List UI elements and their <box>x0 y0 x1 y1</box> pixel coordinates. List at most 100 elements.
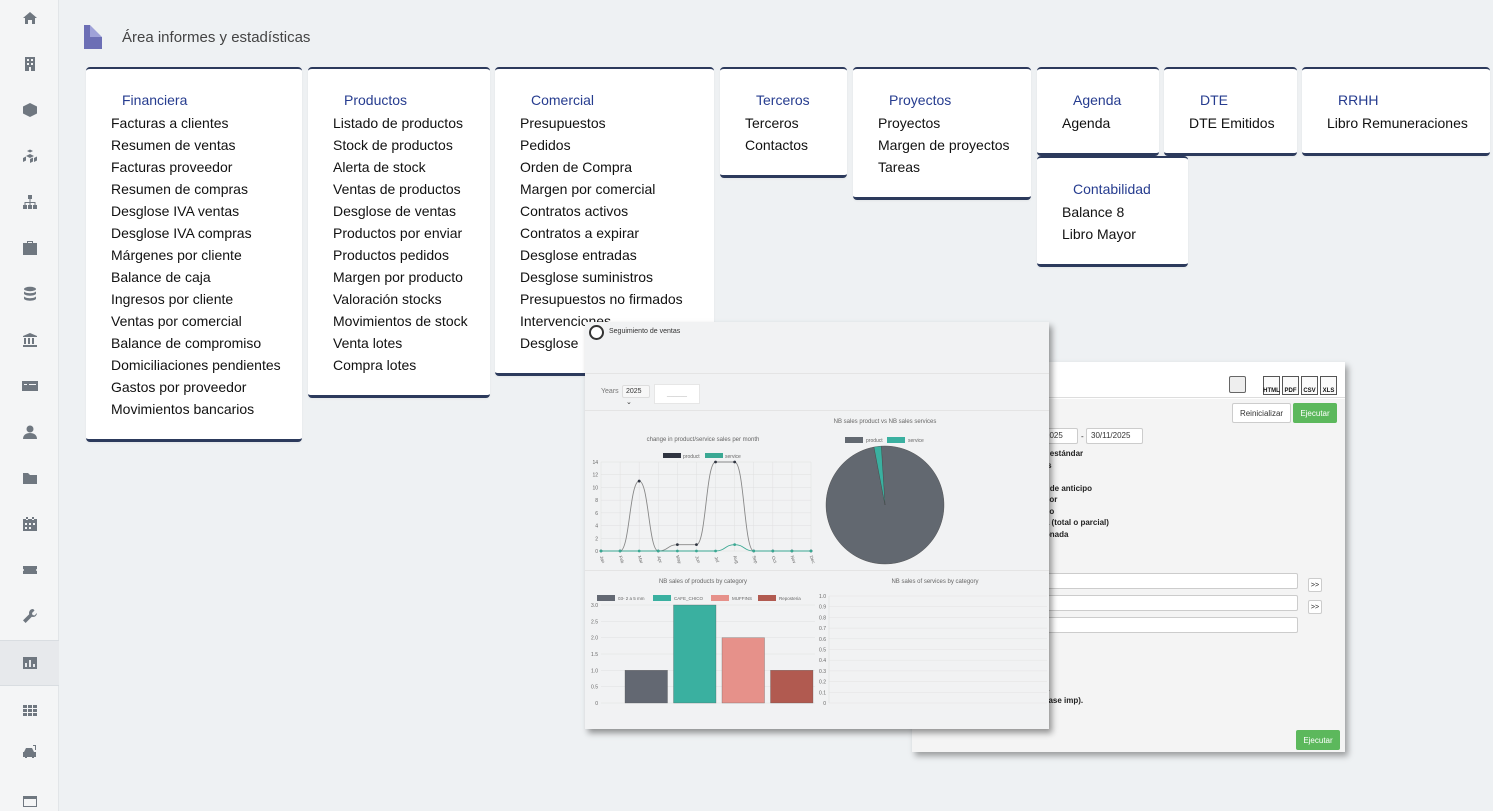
legend-swatch <box>663 453 681 458</box>
folder-icon[interactable] <box>0 455 59 501</box>
menu-link-financiera[interactable]: Desglose IVA ventas <box>111 203 240 219</box>
reset-button[interactable]: Reinicializar <box>1232 403 1291 423</box>
menu-link-contabilidad[interactable]: Libro Mayor <box>1062 226 1136 242</box>
data-point <box>675 549 679 553</box>
database-icon[interactable] <box>0 271 59 317</box>
filter-input-2[interactable] <box>1040 595 1298 611</box>
menu-link-financiera[interactable]: Domiciliaciones pendientes <box>111 357 281 373</box>
menu-link-productos[interactable]: Ventas de productos <box>333 181 461 197</box>
cubes-icon[interactable] <box>0 133 59 179</box>
menu-link-productos[interactable]: Margen por producto <box>333 269 463 285</box>
y-tick-label: 2 <box>595 536 598 542</box>
more-button-1[interactable]: >> <box>1308 578 1322 592</box>
menu-link-comercial[interactable]: Presupuestos no firmados <box>520 291 683 307</box>
option-label[interactable]: da (total o parcial) <box>1040 518 1109 527</box>
menu-link-financiera[interactable]: Resumen de ventas <box>111 137 236 153</box>
window-icon[interactable] <box>0 778 59 811</box>
user-icon[interactable] <box>0 409 59 455</box>
menu-link-comercial[interactable]: Contratos a expirar <box>520 225 640 241</box>
menu-link-comercial[interactable]: Contratos activos <box>520 203 629 219</box>
option-label[interactable]: ra estándar <box>1040 449 1084 458</box>
building-icon[interactable] <box>0 41 59 87</box>
home-icon[interactable] <box>0 0 59 41</box>
print-icon[interactable] <box>1229 376 1246 393</box>
filter-input-3[interactable] <box>1040 617 1298 633</box>
menu-link-comercial[interactable]: Desglose suministros <box>520 269 654 285</box>
bar-chart-title: NB sales of products by category <box>659 579 747 585</box>
menu-link-productos[interactable]: Venta lotes <box>333 335 403 351</box>
menu-link-comercial[interactable]: Margen por comercial <box>520 181 656 197</box>
option-label[interactable]: (Base imp). <box>1040 695 1084 705</box>
menu-link-productos[interactable]: Alerta de stock <box>333 159 426 175</box>
menu-link-productos[interactable]: Desglose de ventas <box>333 203 456 219</box>
csv-export-icon[interactable]: CSV <box>1301 376 1318 395</box>
menu-link-dte[interactable]: DTE Emitidos <box>1189 115 1275 131</box>
y-tick-label: 10 <box>592 485 598 491</box>
y-tick-label: 0.1 <box>819 690 826 696</box>
wrench-icon[interactable] <box>0 593 59 639</box>
ticket-icon[interactable] <box>0 547 59 593</box>
menu-link-proyectos[interactable]: Margen de proyectos <box>878 137 1010 153</box>
menu-link-financiera[interactable]: Balance de compromiso <box>111 335 262 351</box>
filter-input-1[interactable] <box>1040 573 1298 589</box>
document-icon <box>84 25 102 49</box>
chart-icon[interactable] <box>0 640 59 686</box>
menu-title-comercial: Comercial <box>531 92 595 108</box>
menu-link-financiera[interactable]: Ingresos por cliente <box>111 291 234 307</box>
y-tick-label: 0.2 <box>819 680 826 686</box>
briefcase-icon[interactable] <box>0 225 59 271</box>
menu-link-financiera[interactable]: Ventas por comercial <box>111 313 242 329</box>
menu-link-financiera[interactable]: Facturas a clientes <box>111 115 229 131</box>
menu-link-comercial[interactable]: Desglose entradas <box>520 247 637 263</box>
menu-link-productos[interactable]: Compra lotes <box>333 357 417 373</box>
cube-icon[interactable] <box>0 87 59 133</box>
menu-link-financiera[interactable]: Movimientos bancarios <box>111 401 255 417</box>
menu-link-comercial[interactable]: Orden de Compra <box>520 159 633 175</box>
car-icon[interactable] <box>0 729 59 775</box>
menu-link-financiera[interactable]: Desglose IVA compras <box>111 225 252 241</box>
menu-link-contabilidad[interactable]: Balance 8 <box>1062 204 1125 220</box>
date-to-input[interactable]: 30/11/2025 <box>1086 428 1143 444</box>
bar <box>673 604 717 704</box>
option-label[interactable]: ra de anticipo <box>1040 483 1093 493</box>
menu-link-productos[interactable]: Productos pedidos <box>333 247 449 263</box>
bank-icon[interactable] <box>0 317 59 363</box>
xls-export-icon[interactable]: XLS <box>1320 376 1337 395</box>
x-tick-label: Jan <box>599 555 606 564</box>
menu-link-financiera[interactable]: Resumen de compras <box>111 181 248 197</box>
menu-link-productos[interactable]: Valoración stocks <box>333 291 442 307</box>
y-tick-label: 8 <box>595 498 598 504</box>
menu-link-comercial[interactable]: Desglose <box>520 335 579 351</box>
menu-link-financiera[interactable]: Balance de caja <box>111 269 211 285</box>
run-button-bottom[interactable]: Ejecutar <box>1296 730 1340 750</box>
grid-icon[interactable] <box>0 687 59 733</box>
menu-link-agenda[interactable]: Agenda <box>1062 115 1111 131</box>
menu-link-financiera[interactable]: Márgenes por cliente <box>111 247 242 263</box>
legend-label: service <box>725 454 741 460</box>
menu-link-terceros[interactable]: Contactos <box>745 137 809 153</box>
menu-link-productos[interactable]: Productos por enviar <box>333 225 463 241</box>
date-separator: - <box>1081 432 1084 441</box>
pdf-export-icon[interactable]: PDF <box>1282 376 1299 395</box>
more-button-2[interactable]: >> <box>1308 600 1322 614</box>
menu-link-financiera[interactable]: Gastos por proveedor <box>111 379 247 395</box>
menu-link-comercial[interactable]: Presupuestos <box>520 115 606 131</box>
html-export-icon[interactable]: HTML <box>1263 376 1280 395</box>
menu-link-proyectos[interactable]: Proyectos <box>878 115 941 131</box>
y-tick-label: 0 <box>595 549 598 555</box>
menu-link-productos[interactable]: Movimientos de stock <box>333 313 468 329</box>
option-label[interactable]: donada <box>1040 529 1069 539</box>
menu-link-financiera[interactable]: Facturas proveedor <box>111 159 233 175</box>
run-button[interactable]: Ejecutar <box>1293 403 1337 423</box>
money-icon[interactable] <box>0 363 59 409</box>
year-input[interactable]: ______ <box>654 384 700 404</box>
calendar-icon[interactable] <box>0 501 59 547</box>
menu-link-productos[interactable]: Listado de productos <box>333 115 463 131</box>
menu-link-rrhh[interactable]: Libro Remuneraciones <box>1327 115 1468 131</box>
menu-link-terceros[interactable]: Terceros <box>745 115 799 131</box>
year-select[interactable]: 2025 ⌄ <box>622 385 650 406</box>
menu-link-proyectos[interactable]: Tareas <box>878 159 921 175</box>
menu-link-productos[interactable]: Stock de productos <box>333 137 453 153</box>
menu-link-comercial[interactable]: Pedidos <box>520 137 571 153</box>
sitemap-icon[interactable] <box>0 179 59 225</box>
